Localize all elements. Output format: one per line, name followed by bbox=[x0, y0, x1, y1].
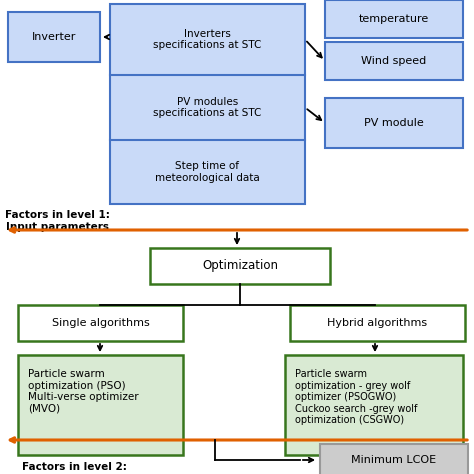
Bar bbox=[18, 355, 183, 455]
Bar bbox=[290, 305, 465, 341]
Text: Step time of
meteorological data: Step time of meteorological data bbox=[155, 161, 260, 183]
Text: PV module: PV module bbox=[364, 118, 424, 128]
Text: temperature: temperature bbox=[359, 14, 429, 24]
Text: Single algorithms: Single algorithms bbox=[52, 318, 149, 328]
Bar bbox=[18, 305, 183, 341]
Text: Factors in level 2:
Optimization technique: Factors in level 2: Optimization techniq… bbox=[5, 462, 143, 474]
Text: Particle swarm
optimization (PSO)
Multi-verse optimizer
(MVO): Particle swarm optimization (PSO) Multi-… bbox=[28, 369, 138, 414]
Text: Minimum LCOE: Minimum LCOE bbox=[351, 455, 437, 465]
Bar bbox=[325, 98, 463, 148]
Text: Hybrid algorithms: Hybrid algorithms bbox=[328, 318, 428, 328]
Bar bbox=[320, 444, 468, 474]
Text: Optimization: Optimization bbox=[202, 259, 278, 273]
Text: Wind speed: Wind speed bbox=[361, 56, 427, 66]
Text: Inverter: Inverter bbox=[32, 32, 76, 42]
Bar bbox=[150, 248, 330, 284]
Bar bbox=[8, 12, 100, 62]
Text: PV modules
specifications at STC: PV modules specifications at STC bbox=[153, 97, 262, 118]
Bar bbox=[110, 4, 305, 204]
Bar bbox=[325, 0, 463, 38]
Bar bbox=[325, 42, 463, 80]
Text: Particle swarm
optimization - grey wolf
optimizer (PSOGWO)
Cuckoo search -grey w: Particle swarm optimization - grey wolf … bbox=[295, 369, 418, 425]
Bar bbox=[285, 355, 463, 455]
Text: Inverters
specifications at STC: Inverters specifications at STC bbox=[153, 29, 262, 50]
Text: Factors in level 1:
Input parameters: Factors in level 1: Input parameters bbox=[5, 210, 110, 232]
